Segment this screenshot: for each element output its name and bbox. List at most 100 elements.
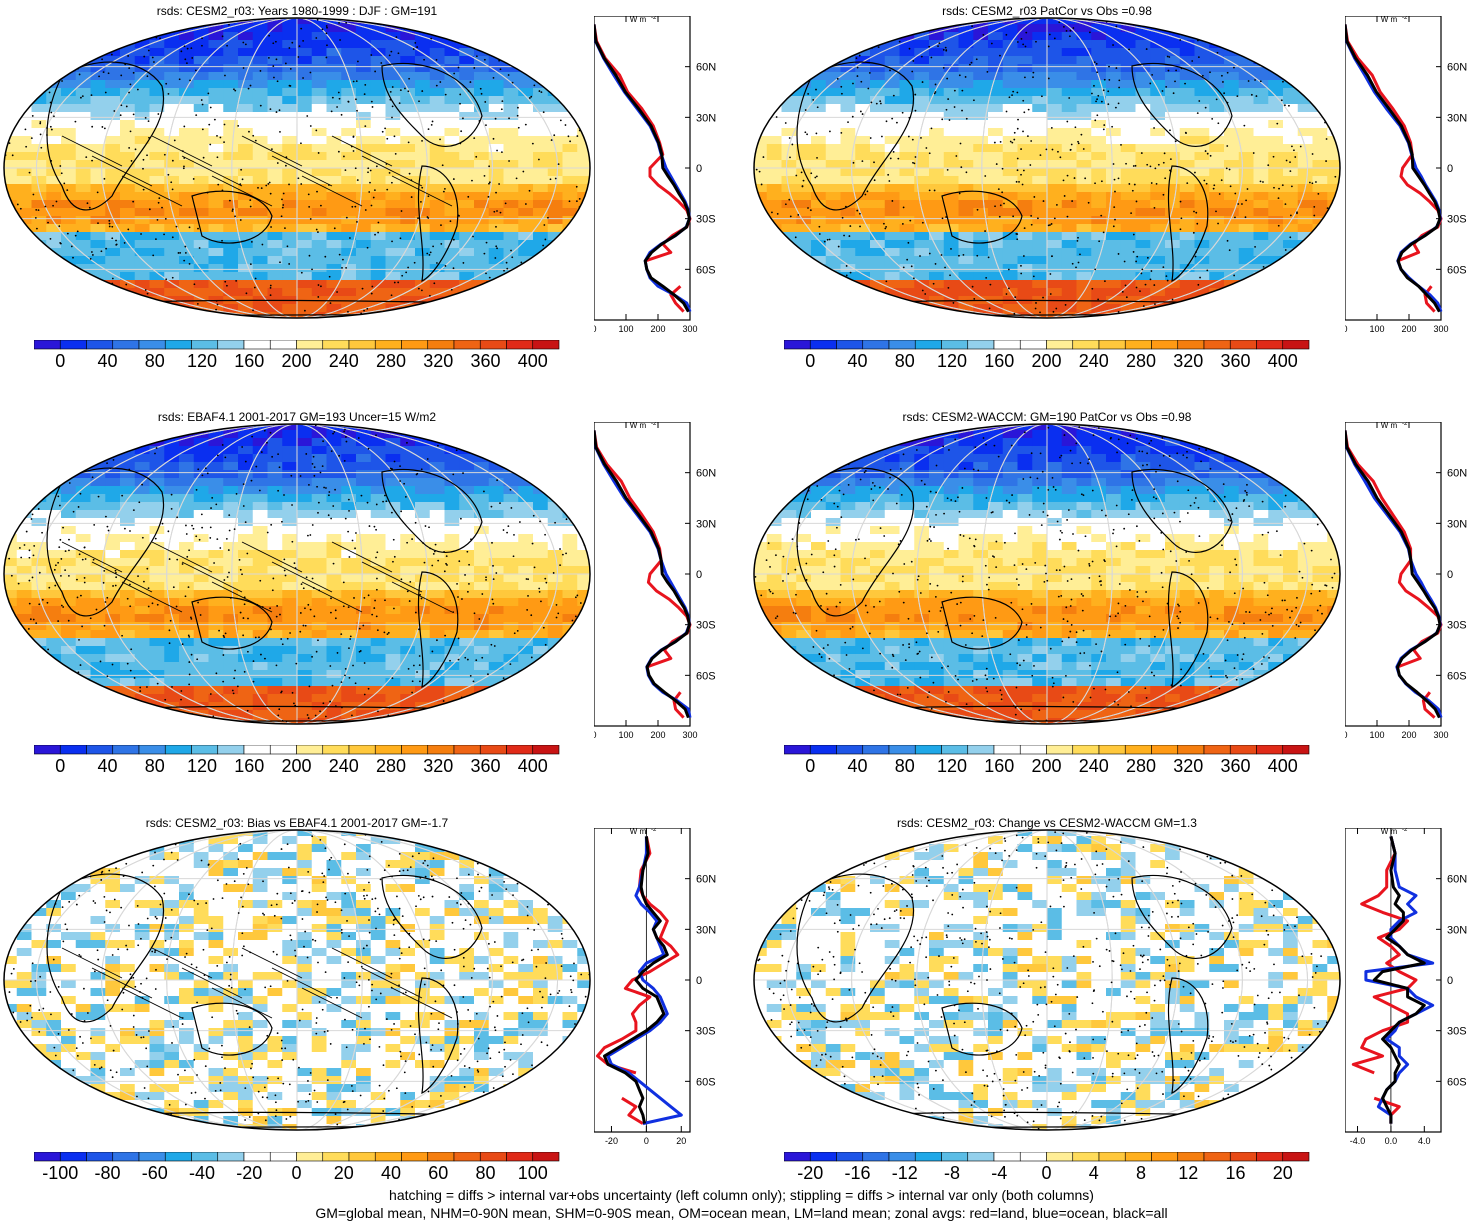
zonal-container: W m -2 -4.0 0.0 4.0 60N 30N 0 30S 60S bbox=[1344, 827, 1483, 1177]
colorbar-swatch bbox=[1229, 1151, 1257, 1162]
colorbar-swatch bbox=[888, 339, 916, 350]
colorbar-swatch bbox=[862, 1151, 890, 1162]
map-panel bbox=[3, 423, 591, 725]
colorbar-swatch bbox=[1229, 744, 1257, 755]
colorbar-tick-label: 0 bbox=[805, 756, 815, 776]
colorbar-tick-label: 280 bbox=[1126, 756, 1156, 776]
colorbar-swatch bbox=[1098, 1151, 1126, 1162]
map-panel bbox=[3, 17, 591, 319]
panel-title: rsds: CESM2_r03 PatCor vs Obs =0.98 bbox=[942, 4, 1152, 18]
colorbar-tick-label: 80 bbox=[145, 351, 165, 371]
colorbar-tick-label: 280 bbox=[376, 351, 406, 371]
colorbar-tick-label: 240 bbox=[329, 351, 359, 371]
colorbar-tick-label: 400 bbox=[1268, 756, 1298, 776]
colorbar-tick-label: 200 bbox=[281, 756, 311, 776]
colorbar-container: -20 -16 -12 -8 -4 0 4 8 12 16 20 bbox=[783, 1151, 1349, 1189]
colorbar-swatch bbox=[374, 1151, 402, 1162]
colorbar-swatch bbox=[164, 744, 192, 755]
colorbar-tick-label: 40 bbox=[97, 351, 117, 371]
zonal-unit-label: W m bbox=[630, 828, 647, 836]
zonal-y-tick-label: 30N bbox=[1447, 112, 1467, 124]
zonal-x-tick-label: 200 bbox=[650, 324, 665, 334]
colorbar-swatch bbox=[427, 1151, 455, 1162]
zonal-y-tick-label: 0 bbox=[1447, 163, 1453, 175]
zonal-y-tick-label: 30S bbox=[696, 620, 716, 632]
colorbar-tick-label: 160 bbox=[984, 351, 1014, 371]
colorbar-tick-label: 240 bbox=[329, 756, 359, 776]
zonal-unit-label: W m bbox=[1381, 422, 1398, 430]
colorbar-swatch bbox=[1124, 744, 1152, 755]
colorbar-tick-label: 40 bbox=[381, 1163, 401, 1183]
colorbar: 0 40 80 120 160 200 240 280 320 360 400 bbox=[33, 744, 560, 776]
zonal-unit-label: W m bbox=[1381, 16, 1398, 24]
colorbar-tick-label: 280 bbox=[376, 756, 406, 776]
zonal-x-tick-label: 300 bbox=[1433, 324, 1448, 334]
zonal-y-tick-label: 60N bbox=[696, 468, 716, 480]
colorbar-container: 0 40 80 120 160 200 240 280 320 360 400 bbox=[33, 339, 599, 377]
zonal-unit-exponent: -2 bbox=[1402, 828, 1408, 833]
footer-line-2: GM=global mean, NHM=0-90N mean, SHM=0-90… bbox=[315, 1205, 1168, 1221]
zonal-mean-plot: W m -2 0 100 200 300 60N 30N 0 30S 60S bbox=[1342, 15, 1467, 334]
colorbar-swatch bbox=[217, 1151, 245, 1162]
colorbar-swatch bbox=[217, 339, 245, 350]
colorbar-swatch bbox=[348, 339, 376, 350]
colorbar-swatch bbox=[138, 1151, 166, 1162]
colorbar-container: 0 40 80 120 160 200 240 280 320 360 400 bbox=[783, 744, 1349, 782]
colorbar-swatch bbox=[191, 744, 219, 755]
colorbar-tick-label: 0 bbox=[55, 351, 65, 371]
colorbar-swatch bbox=[506, 339, 534, 350]
zonal-x-tick-label: 0 bbox=[644, 1136, 649, 1146]
colorbar-tick-label: 80 bbox=[895, 351, 915, 371]
zonal-y-tick-label: 30S bbox=[1447, 214, 1467, 226]
colorbar-swatch bbox=[967, 1151, 995, 1162]
colorbar-tick-label: 80 bbox=[475, 1163, 495, 1183]
zonal-unit-exponent: -2 bbox=[651, 16, 657, 21]
colorbar-tick-label: 4 bbox=[1089, 1163, 1099, 1183]
colorbar-tick-label: -8 bbox=[944, 1163, 960, 1183]
colorbar-tick-label: 120 bbox=[937, 351, 967, 371]
colorbar-tick-label: 120 bbox=[187, 351, 217, 371]
zonal-unit-exponent: -2 bbox=[651, 828, 657, 833]
footer-line-1: hatching = diffs > internal var+obs unce… bbox=[389, 1187, 1094, 1203]
colorbar-swatch bbox=[862, 339, 890, 350]
colorbar-swatch bbox=[1151, 1151, 1179, 1162]
zonal-y-tick-label: 60S bbox=[1447, 1076, 1467, 1088]
colorbar-swatch bbox=[888, 744, 916, 755]
colorbar-tick-label: 0 bbox=[291, 1163, 301, 1183]
zonal-y-tick-label: 60N bbox=[1447, 874, 1467, 886]
zonal-container: W m -2 0 100 200 300 60N 30N 0 30S 60S bbox=[1342, 421, 1483, 771]
colorbar-swatch bbox=[427, 744, 455, 755]
map-container bbox=[752, 422, 1342, 731]
colorbar-swatch bbox=[86, 1151, 114, 1162]
colorbar-tick-label: 8 bbox=[1136, 1163, 1146, 1183]
colorbar-swatch bbox=[453, 744, 481, 755]
colorbar-swatch bbox=[322, 744, 350, 755]
colorbar-swatch bbox=[427, 339, 455, 350]
colorbar-swatch bbox=[322, 1151, 350, 1162]
colorbar-tick-label: 20 bbox=[334, 1163, 354, 1183]
colorbar-swatch bbox=[322, 339, 350, 350]
colorbar-swatch bbox=[1256, 1151, 1284, 1162]
zonal-container: W m -2 0 100 200 300 60N 30N 0 30S 60S bbox=[591, 15, 740, 365]
colorbar-tick-label: 360 bbox=[470, 351, 500, 371]
zonal-line-all bbox=[1343, 430, 1442, 719]
colorbar-tick-label: 400 bbox=[1268, 351, 1298, 371]
zonal-y-tick-label: 30N bbox=[696, 112, 716, 124]
zonal-y-tick-label: 60N bbox=[1447, 62, 1467, 74]
colorbar-swatch bbox=[348, 1151, 376, 1162]
colorbar-swatch bbox=[1256, 339, 1284, 350]
zonal-mean-plot: W m -2 0 100 200 300 60N 30N 0 30S 60S bbox=[1342, 421, 1467, 740]
colorbar-swatch bbox=[1256, 744, 1284, 755]
colorbar-swatch bbox=[1203, 1151, 1231, 1162]
zonal-unit-label: W m bbox=[630, 16, 647, 24]
colorbar-swatch bbox=[374, 744, 402, 755]
colorbar-swatch bbox=[809, 1151, 837, 1162]
colorbar-swatch bbox=[1177, 744, 1205, 755]
colorbar-swatch bbox=[1282, 744, 1310, 755]
colorbar-swatch bbox=[243, 744, 271, 755]
colorbar: 0 40 80 120 160 200 240 280 320 360 400 bbox=[783, 744, 1310, 776]
colorbar-swatch bbox=[112, 744, 140, 755]
map-container bbox=[2, 16, 592, 325]
colorbar-swatch bbox=[374, 339, 402, 350]
colorbar-swatch bbox=[1203, 339, 1231, 350]
